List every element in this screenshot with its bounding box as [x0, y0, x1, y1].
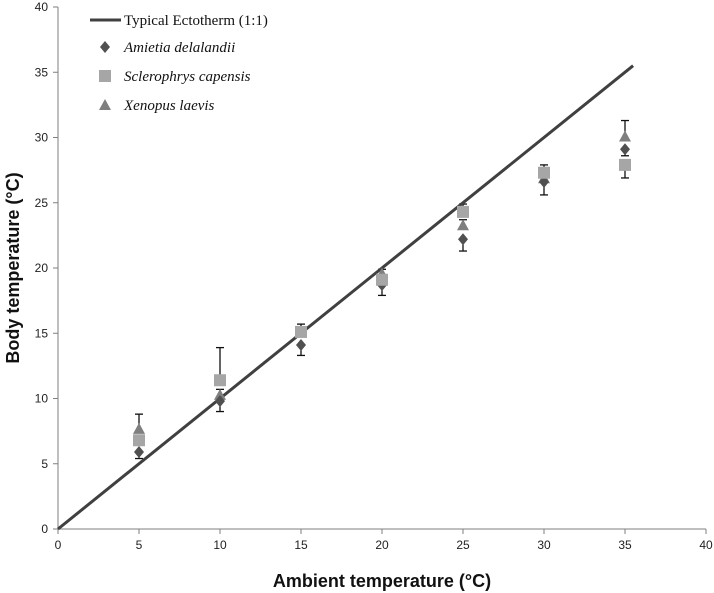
- x-axis-title: Ambient temperature (°C): [273, 571, 491, 591]
- y-tick-label: 35: [35, 65, 49, 79]
- axes: [53, 6, 707, 534]
- y-tick-label: 10: [35, 392, 49, 406]
- legend-triangle-swatch: [99, 99, 111, 110]
- x-tick-label: 25: [456, 538, 470, 552]
- data-point-square: [376, 273, 388, 286]
- x-tick-label: 35: [618, 538, 632, 552]
- y-tick-label: 25: [35, 196, 49, 210]
- x-tick-label: 15: [294, 538, 308, 552]
- x-tick-label: 5: [136, 538, 143, 552]
- tick-labels: 0 5 10 15 20 25 30 35 40 0 5 10 15 20 25 30 35 40: [35, 0, 713, 552]
- data-point-square: [133, 434, 145, 447]
- y-tick-label: 30: [35, 131, 49, 145]
- x-tick-label: 10: [213, 538, 227, 552]
- legend-label-series-3: Xenopus laevis: [123, 98, 215, 114]
- data-point-triangle: [619, 130, 631, 142]
- data-point-square: [619, 158, 631, 171]
- x-tick-label: 30: [537, 538, 551, 552]
- reference-line-group: [57, 64, 635, 531]
- legend-square-swatch: [99, 70, 111, 82]
- data-point-triangle: [133, 422, 145, 434]
- x-tick-label: 0: [55, 538, 62, 552]
- y-tick-label: 40: [35, 0, 49, 14]
- data-point-diamond: [215, 395, 225, 408]
- x-tick-label: 20: [375, 538, 389, 552]
- data-point-triangle: [214, 388, 226, 400]
- data-points: [133, 130, 631, 459]
- data-point-square: [295, 325, 307, 338]
- data-point-triangle: [457, 219, 469, 231]
- legend: Typical Ectotherm (1:1) Amietia delaland…: [90, 13, 268, 114]
- legend-label-reference: Typical Ectotherm (1:1): [124, 13, 268, 29]
- legend-label-series-1: Amietia delalandii: [123, 40, 235, 56]
- y-axis-title: Body temperature (°C): [3, 172, 23, 363]
- reference-line: [57, 64, 635, 531]
- data-point-diamond: [296, 338, 306, 351]
- data-point-diamond: [620, 143, 630, 156]
- x-tick-label: 40: [699, 538, 713, 552]
- data-point-diamond: [539, 175, 549, 188]
- y-tick-label: 20: [35, 261, 49, 275]
- data-point-diamond: [134, 446, 144, 459]
- data-point-square: [538, 166, 550, 179]
- y-tick-label: 15: [35, 326, 49, 340]
- legend-diamond-swatch: [100, 41, 110, 53]
- data-point-square: [214, 374, 226, 387]
- y-tick-label: 0: [41, 522, 48, 536]
- y-tick-label: 5: [41, 457, 48, 471]
- data-point-diamond: [458, 233, 468, 246]
- legend-label-series-2: Sclerophrys capensis: [124, 69, 251, 85]
- data-point-square: [457, 205, 469, 218]
